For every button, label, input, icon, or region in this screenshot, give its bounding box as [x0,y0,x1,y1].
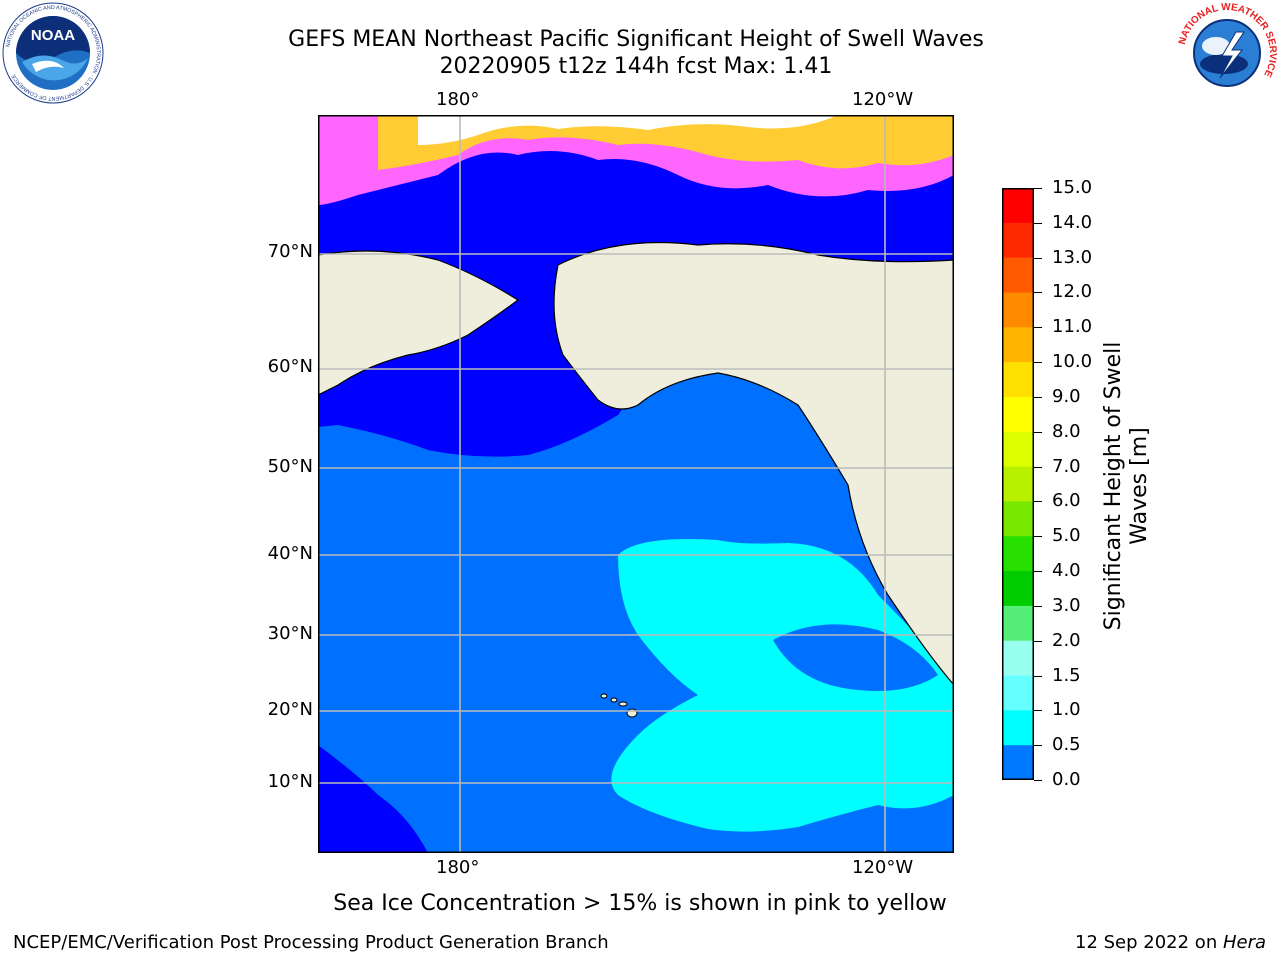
colorbar-label: 2.0 [1052,629,1081,651]
colorbar-tick [1034,431,1042,433]
colorbar-label: 14.0 [1052,211,1093,233]
lat-tick-60n: 60°N [267,356,313,377]
colorbar-band [1002,431,1034,468]
colorbar-tick [1034,536,1042,538]
sea-ice-yellow [378,115,954,170]
map-subtitle: 20220905 t12z 144h fcst Max: 1.41 [439,54,833,79]
footer-credit: NCEP/EMC/Verification Post Processing Pr… [13,932,609,953]
colorbar-label: 1.5 [1052,664,1081,686]
swell-height-map [318,115,954,853]
colorbar-tick [1034,188,1042,189]
colorbar-tick [1034,605,1042,607]
colorbar-band [1002,605,1034,642]
colorbar-label: 0.0 [1052,769,1081,790]
colorbar-tick [1034,222,1042,224]
colorbar-band [1002,222,1034,259]
colorbar-label: 6.0 [1052,490,1081,512]
land-north-america [553,241,954,686]
lon-tick-bottom-180: 180° [436,857,480,878]
colorbar-band [1002,675,1034,711]
lat-tick-30n: 30°N [267,623,313,644]
colorbar-band [1002,501,1034,537]
colorbar-band [1002,745,1034,780]
footer-date: 12 Sep 2022 on Hera [1075,932,1266,954]
ocean-low-swell-southwest [318,745,428,853]
colorbar-band [1002,362,1034,398]
colorbar-label: 3.0 [1052,594,1081,616]
footer-date-text: 12 Sep 2022 on [1075,932,1223,953]
sea-ice-note: Sea Ice Concentration > 15% is shown in … [333,891,947,916]
colorbar-band [1002,292,1034,328]
colorbar-tick [1034,675,1042,677]
lon-tick-top-180: 180° [436,89,480,110]
map-gridlines [318,115,954,853]
colorbar-tick [1034,362,1042,364]
colorbar-tick [1034,501,1042,503]
ocean-high-swell [611,539,954,832]
colorbar-band [1002,571,1034,607]
lon-tick-top-120w: 120°W [852,89,914,110]
lon-tick-bottom-120w: 120°W [852,857,914,878]
colorbar-label: 11.0 [1052,316,1093,338]
colorbar-label: 5.0 [1052,525,1081,547]
lat-tick-70n: 70°N [267,241,313,262]
colorbar-band [1002,536,1034,572]
lat-tick-10n: 10°N [267,771,313,792]
colorbar-tick [1034,327,1042,329]
sea-ice-white [418,115,838,145]
colorbar-tick [1034,396,1042,398]
ocean-mid-swell-pocket [773,624,938,691]
colorbar-tick [1034,571,1042,573]
colorbar-band [1002,710,1034,746]
colorbar-tick [1034,466,1042,468]
colorbar-label: 13.0 [1052,246,1093,268]
colorbar-label: 10.0 [1052,351,1093,373]
lat-tick-20n: 20°N [267,699,313,720]
colorbar-band [1002,640,1034,677]
noaa-logo: NOAA NATIONAL OCEANIC AND ATMOSPHERIC AD… [2,2,104,104]
colorbar-label: 4.0 [1052,560,1081,582]
nws-logo: NATIONAL WEATHER SERVICE [1177,2,1278,103]
colorbar-label: 15.0 [1052,177,1093,198]
colorbar-label: 9.0 [1052,385,1081,407]
colorbar-label: 7.0 [1052,455,1081,477]
colorbar-tick [1034,710,1042,712]
colorbar-band [1002,257,1034,293]
noaa-logo-text: NOAA [31,27,75,44]
colorbar-band [1002,188,1034,224]
colorbar-tick [1034,257,1042,259]
lat-tick-40n: 40°N [267,543,313,564]
colorbar-label: 0.5 [1052,734,1081,756]
colorbar-label: 1.0 [1052,699,1081,721]
colorbar-band [1002,327,1034,363]
colorbar-tick [1034,780,1042,781]
colorbar-tick [1034,292,1042,294]
colorbar-label: 12.0 [1052,281,1093,303]
colorbar-label: 8.0 [1052,420,1081,442]
colorbar-tick [1034,640,1042,642]
lat-tick-50n: 50°N [267,456,313,477]
map-title: GEFS MEAN Northeast Pacific Significant … [288,27,984,52]
colorbar-band [1002,466,1034,502]
footer-host: Hera [1222,932,1266,953]
colorbar-band [1002,396,1034,433]
colorbar [1002,188,1034,780]
colorbar-title: Significant Height of Swell Waves [m] [1101,341,1152,631]
colorbar-tick [1034,745,1042,747]
map-frame [318,115,954,853]
